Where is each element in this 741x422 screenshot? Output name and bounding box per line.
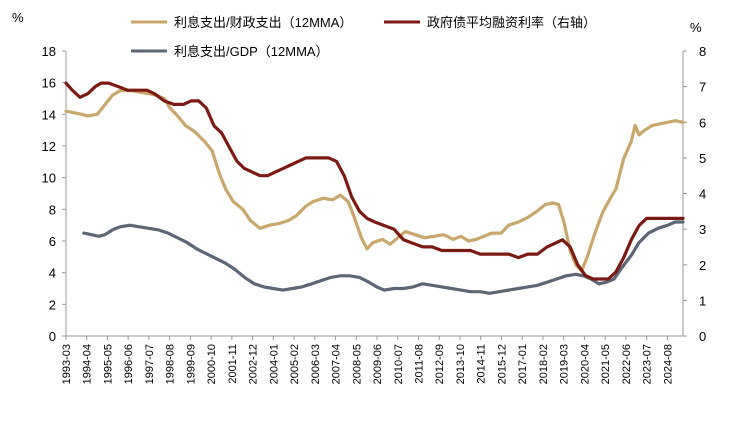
right-axis-tick-label: 6 <box>699 115 706 130</box>
x-axis-tick-label: 2008-05 <box>351 344 363 384</box>
x-axis-tick-label: 2005-02 <box>289 344 301 384</box>
series-line-interest-gdp <box>82 220 685 295</box>
right-axis-tick-label: 5 <box>699 151 706 166</box>
left-axis-tick-label: 2 <box>49 297 56 312</box>
x-axis-tick-label: 2004-01 <box>268 344 280 384</box>
x-axis-tick-label: 2007-04 <box>331 344 343 384</box>
legend-item-interest-fiscal: 利息支出/财政支出（12MMA） <box>131 15 352 30</box>
x-axis-tick-label: 2023-07 <box>642 344 654 384</box>
left-axis-tick-label: 0 <box>49 329 56 344</box>
right-axis-tick-label: 1 <box>699 293 706 308</box>
x-axis-tick-label: 2000-10 <box>206 344 218 384</box>
legend-label-interest-gdp: 利息支出/GDP（12MMA） <box>174 44 329 59</box>
x-axis-tick-label: 2024-08 <box>662 344 674 384</box>
right-axis-tick-label: 2 <box>699 258 706 273</box>
left-axis-tick-label: 16 <box>42 76 56 91</box>
x-axis-tick-label: 1999-09 <box>185 344 197 384</box>
x-axis-tick-label: 2022-06 <box>621 344 633 384</box>
x-axis-tick-label: 2018-02 <box>538 344 550 384</box>
x-axis-tick-label: 2013-10 <box>455 344 467 384</box>
right-axis-unit: % <box>690 20 702 35</box>
x-axis-tick-label: 2002-12 <box>248 344 260 384</box>
legend-item-gov-bond-rate: 政府债平均融资利率（右轴） <box>384 15 596 30</box>
x-axis-tick-label: 2020-04 <box>579 344 591 384</box>
x-axis-tick-label: 1995-05 <box>102 344 114 384</box>
left-axis-tick-label: 4 <box>49 266 56 281</box>
legend: 利息支出/财政支出（12MMA） 政府债平均融资利率（右轴） 利息支出/GDP（… <box>131 15 596 59</box>
left-axis-tick-label: 8 <box>49 202 56 217</box>
right-axis-tick-label: 8 <box>699 44 706 59</box>
x-axis-tick-label: 2010-07 <box>393 344 405 384</box>
plot-lines <box>64 81 685 295</box>
x-axis-tick-label: 2011-08 <box>413 344 425 384</box>
x-axis-tick-label: 1996-06 <box>123 344 135 384</box>
right-axis-tick-label: 7 <box>699 80 706 95</box>
x-axis-tick-label: 2015-12 <box>496 344 508 384</box>
x-axis-tick-label: 2017-01 <box>517 344 529 384</box>
x-axis-tick-label: 2006-03 <box>310 344 322 384</box>
x-axis-tick-label: 2019-03 <box>559 344 571 384</box>
legend-label-gov-bond-rate: 政府债平均融资利率（右轴） <box>427 15 596 30</box>
left-axis-tick-label: 14 <box>42 107 56 122</box>
legend-label-interest-fiscal: 利息支出/财政支出（12MMA） <box>174 15 352 30</box>
left-axis-tick-label: 10 <box>42 171 56 186</box>
right-axis-tick-label: 4 <box>699 187 706 202</box>
x-axis-tick-label: 1993-03 <box>61 344 73 384</box>
x-axis-tick-label: 2021-05 <box>600 344 612 384</box>
left-axis-tick-label: 18 <box>42 44 56 59</box>
left-axis-unit: % <box>12 10 24 25</box>
right-axis-tick-label: 0 <box>699 329 706 344</box>
legend-item-interest-gdp: 利息支出/GDP（12MMA） <box>131 44 329 59</box>
x-axis-tick-label: 2001-11 <box>227 344 239 384</box>
x-axis-tick-label: 2012-09 <box>434 344 446 384</box>
left-axis-tick-label: 6 <box>49 234 56 249</box>
x-axis-tick-label: 1997-07 <box>144 344 156 384</box>
series-line-interest-fiscal <box>64 89 685 273</box>
x-axis-tick-label: 1998-08 <box>165 344 177 384</box>
x-axis-tick-label: 2014-11 <box>476 344 488 384</box>
x-axis-tick-label: 1994-04 <box>82 344 94 384</box>
series-line-gov-bond-rate <box>64 81 685 281</box>
x-axis-tick-label: 2009-06 <box>372 344 384 384</box>
left-axis-tick-label: 12 <box>42 139 56 154</box>
right-axis-tick-label: 3 <box>699 222 706 237</box>
